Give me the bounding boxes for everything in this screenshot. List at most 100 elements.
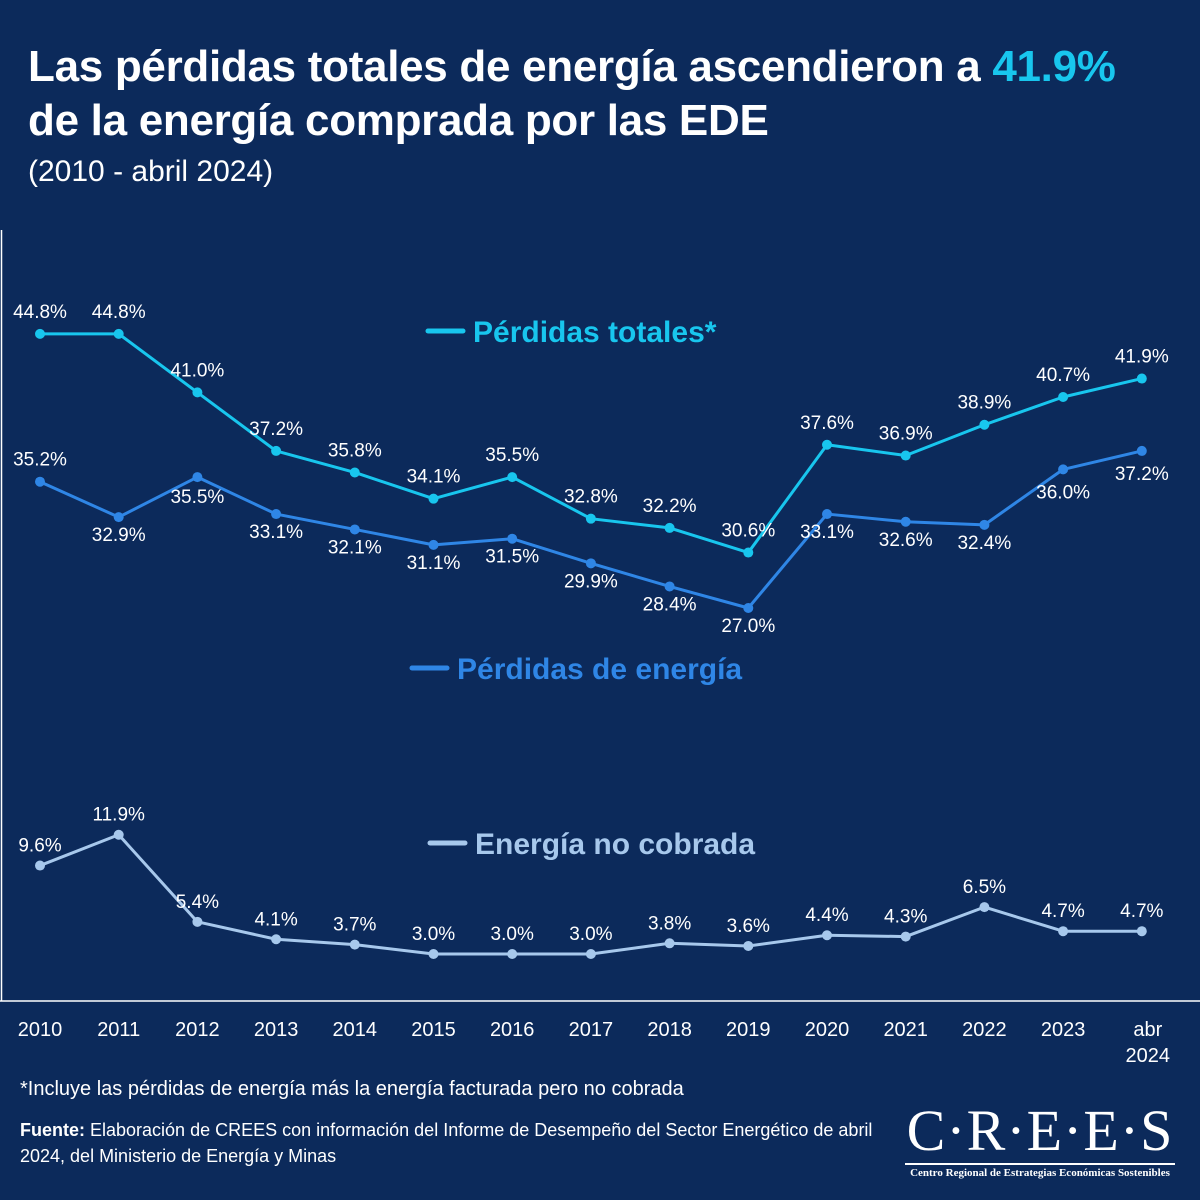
perdidas-energia-data-label: 31.5% — [485, 547, 539, 568]
source-note: Fuente: Elaboración de CREES con informa… — [20, 1117, 880, 1169]
title-highlight: 41.9% — [992, 42, 1116, 91]
energia-no-cobrada-data-label: 3.0% — [412, 924, 455, 945]
perdidas-energia-point — [822, 509, 832, 520]
perdidas-energia-point — [428, 539, 439, 550]
perdidas-totales-data-label: 32.8% — [564, 487, 618, 508]
energia-no-cobrada-data-label: 4.4% — [805, 905, 848, 926]
x-tick-label: 2017 — [569, 1019, 614, 1041]
perdidas-energia-data-label: 35.2% — [13, 450, 67, 471]
chart-subtitle: (2010 - abril 2024) — [28, 155, 274, 188]
source-label: Fuente: — [20, 1120, 85, 1140]
energia-no-cobrada-point — [1058, 926, 1069, 937]
energia-no-cobrada-data-label: 3.8% — [648, 913, 691, 934]
perdidas-totales-data-label: 36.9% — [879, 424, 933, 445]
energia-no-cobrada-point — [271, 934, 282, 945]
perdidas-totales-data-label: 37.6% — [800, 413, 854, 434]
perdidas-totales-point — [664, 522, 675, 533]
x-tick-label: 2016 — [490, 1019, 535, 1041]
crees-logo: C·R·E·E·S — [906, 1098, 1174, 1163]
perdidas-energia-point — [113, 512, 124, 523]
perdidas-totales-data-label: 41.0% — [170, 360, 224, 381]
x-tick-label: 2023 — [1041, 1019, 1086, 1041]
energia-no-cobrada-legend-label: Energía no cobrada — [475, 828, 755, 861]
perdidas-energia-point — [192, 472, 203, 483]
perdidas-totales-point — [271, 445, 282, 456]
energia-no-cobrada-point — [428, 949, 439, 959]
perdidas-energia-data-label: 32.9% — [92, 525, 146, 546]
perdidas-totales-data-label: 38.9% — [957, 393, 1011, 414]
energia-no-cobrada-point — [507, 949, 518, 959]
energia-no-cobrada-point — [822, 930, 832, 941]
energia-no-cobrada-point — [900, 931, 911, 942]
line-chart: 2010 2011 2012 2013 2014 2015 2016 2017 2018 2019… — [0, 230, 1200, 1067]
perdidas-energia-point — [664, 581, 675, 592]
perdidas-totales-data-label: 37.2% — [249, 419, 303, 440]
perdidas-totales-legend-label: Pérdidas totales* — [473, 316, 717, 349]
crees-logo-subtitle: Centro Regional de Estrategias Económica… — [910, 1167, 1170, 1179]
energia-no-cobrada-point — [585, 949, 596, 959]
perdidas-totales-point — [1136, 373, 1147, 384]
perdidas-energia-data-label: 33.1% — [800, 522, 854, 543]
perdidas-energia-point — [507, 533, 518, 544]
perdidas-totales-data-label: 32.2% — [643, 496, 697, 517]
perdidas-energia-data-label: 32.4% — [957, 533, 1011, 554]
x-tick-label: 2019 — [726, 1019, 771, 1041]
x-tick-label: 2010 — [18, 1019, 63, 1041]
chart-title: Las pérdidas totales de energía ascendie… — [28, 40, 1178, 148]
perdidas-totales-data-label: 44.8% — [92, 302, 146, 323]
x-tick-label: 2015 — [411, 1019, 456, 1041]
energia-no-cobrada-data-label: 6.5% — [963, 877, 1006, 898]
perdidas-energia-point — [35, 476, 45, 487]
perdidas-energia-data-label: 37.2% — [1115, 464, 1169, 485]
energia-no-cobrada-point — [35, 860, 45, 871]
x-tick-label: 2012 — [175, 1019, 220, 1041]
perdidas-totales-data-label: 35.8% — [328, 440, 382, 461]
source-text: Elaboración de CREES con información del… — [20, 1120, 873, 1166]
perdidas-totales-point — [507, 472, 518, 483]
energia-no-cobrada-data-label: 9.6% — [18, 836, 61, 857]
perdidas-energia-data-label: 36.0% — [1036, 482, 1090, 503]
energia-no-cobrada-data-label: 3.7% — [333, 915, 376, 936]
footnote: *Incluye las pérdidas de energía más la … — [20, 1078, 684, 1100]
perdidas-energia-point — [900, 516, 911, 527]
energia-no-cobrada-data-label: 4.7% — [1041, 901, 1084, 922]
perdidas-totales-data-label: 44.8% — [13, 302, 67, 323]
perdidas-totales-point — [979, 419, 990, 430]
energia-no-cobrada-point — [1136, 926, 1147, 937]
x-tick-label: 2024 — [1126, 1045, 1171, 1067]
x-tick-label: 2020 — [805, 1019, 850, 1041]
perdidas-totales-point — [349, 467, 360, 478]
perdidas-energia-data-label: 27.0% — [721, 616, 775, 637]
perdidas-totales-point — [428, 493, 439, 504]
perdidas-totales-data-label: 41.9% — [1115, 347, 1169, 368]
perdidas-energia-data-label: 31.1% — [407, 553, 461, 574]
perdidas-energia-data-label: 32.6% — [879, 530, 933, 551]
perdidas-energia-data-label: 29.9% — [564, 571, 618, 592]
perdidas-energia-legend-label: Pérdidas de energía — [457, 653, 742, 686]
energia-no-cobrada-point — [192, 916, 203, 927]
title-part-1: Las pérdidas totales de energía ascendie… — [28, 42, 993, 91]
x-tick-label: 2013 — [254, 1019, 299, 1041]
perdidas-totales-point — [743, 547, 754, 558]
perdidas-totales-data-label: 34.1% — [407, 467, 461, 488]
perdidas-totales-point — [585, 513, 596, 524]
perdidas-energia-point — [743, 603, 754, 613]
perdidas-totales-point — [192, 387, 203, 398]
energia-no-cobrada-data-label: 3.6% — [727, 916, 770, 937]
energia-no-cobrada-data-label: 3.0% — [569, 924, 612, 945]
energia-no-cobrada-data-label: 4.1% — [254, 909, 297, 930]
perdidas-energia-data-label: 33.1% — [249, 522, 303, 543]
logo-divider — [905, 1163, 1175, 1165]
x-tick-label: 2018 — [647, 1019, 692, 1041]
energia-no-cobrada-point — [349, 939, 360, 950]
energia-no-cobrada-point — [979, 902, 990, 913]
perdidas-totales-data-label: 35.5% — [485, 445, 539, 466]
energia-no-cobrada-data-label: 4.7% — [1120, 901, 1163, 922]
perdidas-energia-point — [349, 524, 360, 535]
perdidas-totales-point — [822, 439, 832, 450]
perdidas-energia-data-label: 28.4% — [643, 594, 697, 615]
perdidas-energia-point — [271, 509, 282, 520]
energia-no-cobrada-point — [113, 829, 124, 840]
perdidas-energia-point — [585, 558, 596, 569]
energia-no-cobrada-point — [743, 940, 754, 951]
